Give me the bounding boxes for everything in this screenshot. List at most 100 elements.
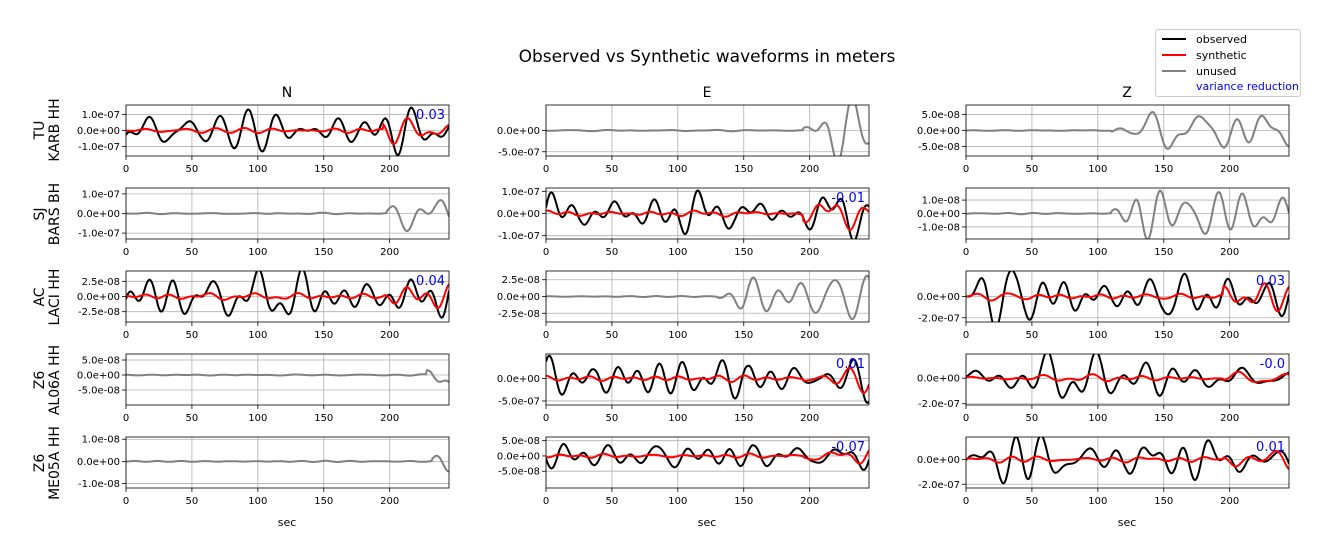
legend-swatch-observed [1162,38,1186,40]
x-tick-label: 50 [606,413,619,424]
x-tick-label: 50 [1026,164,1039,175]
figure-title: Observed vs Synthetic waveforms in meter… [519,47,896,67]
row-label-network-4: Z6 [32,454,48,473]
x-tick-label: 100 [248,247,267,258]
row-label-station-1: BARS BH [47,183,63,245]
x-tick-label: 200 [1220,496,1239,507]
column-title-n: N [282,85,292,101]
x-tick-label: 200 [1220,164,1239,175]
synthetic-waveform [546,449,869,465]
panel-frame [965,104,1290,157]
y-tick-label: -5.0e-07 [498,396,540,407]
x-tick-label: 0 [123,247,129,258]
legend-swatch-synthetic [1162,54,1186,56]
variance-reduction-label: -0.01 [831,191,865,206]
x-tick-label: 100 [248,413,267,424]
observed-waveform [126,271,449,319]
panel-r4c2: 0 50 100 150 200 0.0e+00 -2.0e-07 0.01 [917,436,1290,507]
synthetic-waveform [546,203,869,231]
y-tick-label: 0.0e+00 [77,457,120,468]
x-tick-label: 150 [314,496,333,507]
y-tick-label: -1.0e-07 [78,142,120,153]
panel-frame [965,270,1290,323]
y-tick-label: -1.0e-07 [498,231,540,242]
x-axis-label-n: sec [278,516,297,529]
x-tick-label: 150 [1154,164,1173,175]
x-tick-label: 150 [1154,496,1173,507]
y-tick-label: -2.5e-08 [78,307,120,318]
y-tick-label: -2.0e-07 [918,399,960,410]
synthetic-waveform [966,370,1289,383]
y-tick-label: 0.0e+00 [77,371,120,382]
row-label-network-0: TU [32,121,48,141]
x-tick-label: 0 [543,247,549,258]
x-tick-label: 100 [1088,496,1107,507]
unused-waveform [546,274,869,321]
x-tick-label: 200 [380,413,399,424]
panel-frame [545,104,870,157]
x-tick-label: 0 [963,413,969,424]
synthetic-waveform [546,366,869,395]
x-tick-label: 100 [668,247,687,258]
x-tick-label: 200 [800,247,819,258]
y-tick-label: 0.0e+00 [917,455,960,466]
observed-waveform [546,442,869,471]
y-tick-label: 1.0e-08 [82,435,120,446]
x-tick-label: 150 [314,164,333,175]
x-tick-label: 50 [606,164,619,175]
variance-reduction-label: 0.03 [416,108,445,123]
x-tick-label: 200 [1220,413,1239,424]
y-tick-label: 0.0e+00 [497,374,540,385]
y-tick-label: -1.0e-08 [78,479,120,490]
y-tick-label: -2.0e-07 [918,480,960,491]
panel-r1c0: 0 50 100 150 200 1.0e-07 0.0e+00 -1.0e-07 [77,187,450,258]
panel-r2c2: 0 50 100 150 200 0.0e+00 -2.0e-07 0.03 [917,270,1290,341]
x-tick-label: 200 [800,496,819,507]
x-tick-label: 0 [123,330,129,341]
panel-r3c2: 0 50 100 150 200 0.0e+00 -2.0e-07 -0.0 [917,353,1290,424]
unused-waveform [966,189,1289,239]
y-tick-label: 0.0e+00 [497,451,540,462]
y-tick-label: 0.0e+00 [497,209,540,220]
x-tick-label: 0 [543,330,549,341]
legend-label-synthetic: synthetic [1196,48,1247,62]
x-tick-label: 150 [314,413,333,424]
y-tick-label: -1.0e-08 [918,222,960,233]
variance-reduction-label: 0.01 [836,357,865,372]
variance-reduction-label: -0.07 [831,440,865,455]
row-label-station-2: LACI HH [47,269,63,326]
panel-frame [545,436,870,489]
panel-r2c1: 0 50 100 150 200 2.5e-08 0.0e+00 -2.5e-08 [497,270,870,341]
y-tick-label: 0.0e+00 [497,126,540,137]
x-tick-label: 200 [800,164,819,175]
x-tick-label: 0 [123,413,129,424]
legend-item-observed: observed [1162,32,1247,46]
synthetic-waveform [966,282,1289,313]
x-tick-label: 50 [1026,330,1039,341]
y-tick-label: -2.5e-08 [498,309,540,320]
panel-frame [965,187,1290,240]
x-tick-label: 50 [1026,247,1039,258]
synthetic-waveform [966,449,1289,470]
x-tick-label: 150 [1154,247,1173,258]
x-tick-label: 0 [123,496,129,507]
row-label-station-3: AL06A HH [47,345,63,415]
x-tick-label: 100 [1088,330,1107,341]
y-tick-label: 0.0e+00 [917,374,960,385]
x-tick-label: 200 [800,413,819,424]
x-tick-label: 100 [1088,247,1107,258]
x-tick-label: 100 [668,164,687,175]
x-tick-label: 150 [734,413,753,424]
y-tick-label: 0.0e+00 [917,126,960,137]
y-tick-label: 0.0e+00 [77,209,120,220]
panel-r2c0: 0 50 100 150 200 2.5e-08 0.0e+00 -2.5e-08 0.04 [77,270,450,341]
observed-waveform [966,271,1289,322]
y-tick-label: -5.0e-07 [498,147,540,158]
panel-frame [545,353,870,406]
y-tick-label: 0.0e+00 [917,292,960,303]
x-tick-label: 100 [248,164,267,175]
x-tick-label: 200 [380,330,399,341]
unused-waveform [126,369,449,384]
x-tick-label: 200 [380,247,399,258]
panel-frame [125,436,450,489]
